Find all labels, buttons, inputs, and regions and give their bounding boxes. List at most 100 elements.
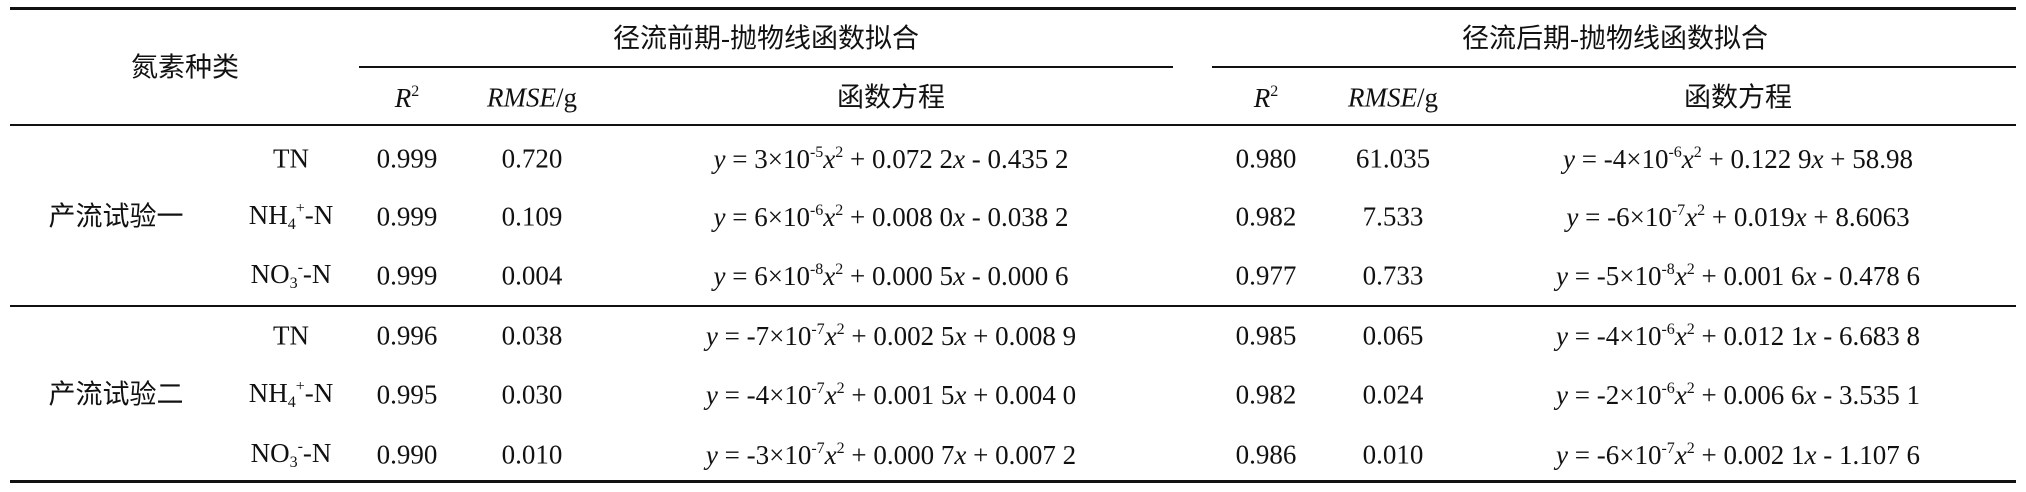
text-segment: + 8.6063 [1806,202,1910,232]
rmse: 0.733 [1362,260,1424,291]
rmse: 0.004 [501,260,563,291]
text-segment: y [1556,261,1568,291]
species: NH4+-N [249,201,334,233]
r2: 0.977 [1235,260,1297,291]
text-segment: 2 [1270,83,1279,100]
text-segment: -7 [811,440,825,457]
equation: y = -6×10-7x2 + 0.019x + 8.6063 [1566,203,1909,231]
text-segment: - [297,259,303,276]
bottom-rule [10,480,2016,483]
text-segment: -7 [1671,202,1686,219]
text-segment: = -4×10 [717,380,812,410]
text-segment: NH [248,200,288,230]
text-segment: x [954,321,967,351]
column-header: 函数方程 [1684,82,1792,113]
r2: 0.986 [1235,439,1297,470]
r2: 0.982 [1235,201,1297,232]
text-segment: + [295,378,305,395]
text-segment: 2 [1697,202,1706,219]
rmse: 0.024 [1362,379,1424,410]
equation: y = -6×10-7x2 + 0.002 1x - 1.107 6 [1556,441,1920,469]
text-segment: /g [555,82,577,113]
text-segment: 2 [835,202,844,219]
text-segment: /g [1416,82,1438,113]
text-segment: = -4×10 [1575,144,1669,174]
text-segment: x [823,202,836,232]
text-segment: -N [302,259,332,289]
row-label-header: 氮素种类 [131,52,239,83]
equation: y = -4×10-6x2 + 0.012 1x - 6.683 8 [1556,322,1920,350]
text-segment: RMSE [1348,82,1417,113]
text-segment: + 0.006 6 [1694,380,1805,410]
r2: 0.990 [376,439,438,470]
species: NH4+-N [249,379,334,411]
equation: y = 3×10-5x2 + 0.072 2x - 0.435 2 [714,145,1069,173]
text-segment: 4 [287,216,296,233]
rmse: 0.010 [1362,439,1424,470]
text-segment: x [953,144,965,174]
text-segment: -7 [811,380,825,397]
column-header: R2 [395,84,420,112]
text-segment: x [1804,380,1817,410]
text-segment: x [1674,321,1687,351]
text-segment: = -2×10 [1568,380,1662,410]
text-segment: x [1685,202,1698,232]
text-segment: + 0.072 2 [843,144,954,174]
text-segment: - 0.038 2 [964,202,1069,232]
group-label: 产流试验一 [48,201,184,232]
top-rule [10,7,2016,10]
text-segment: = 6×10 [725,261,810,291]
text-segment: + 0.000 7 [844,440,955,470]
text-segment: -6 [809,202,824,219]
text-segment: - 0.435 2 [964,144,1069,174]
text-segment: + 0.008 9 [966,321,1077,351]
text-segment: -N [304,200,334,230]
text-segment: x [953,261,965,291]
text-segment: x [1681,144,1694,174]
r2: 0.996 [376,320,438,351]
text-segment: = -7×10 [717,321,812,351]
text-segment: x [824,321,837,351]
text-segment: y [1556,380,1568,410]
r2: 0.985 [1235,320,1297,351]
text-segment: - 0.000 6 [964,261,1069,291]
text-segment: = -6×10 [1578,202,1672,232]
text-segment: 4 [287,394,296,411]
text-segment: y [713,202,726,232]
rmse: 0.065 [1362,320,1424,351]
text-segment: + [295,200,305,217]
text-segment: x [824,440,837,470]
rmse: 0.038 [501,320,563,351]
group-separator [10,305,2016,307]
text-segment: - 6.683 8 [1816,321,1920,351]
r2: 0.999 [376,201,438,232]
rmse: 7.533 [1362,201,1424,232]
text-segment: x [953,202,965,232]
text-segment: 3 [289,275,298,292]
r2: 0.982 [1235,379,1297,410]
text-segment: x [1674,380,1687,410]
rmse: 0.030 [501,379,563,410]
group-label: 产流试验二 [48,379,184,410]
text-segment: 2 [836,380,845,397]
text-segment: -8 [1661,261,1675,278]
text-segment: 2 [836,321,845,338]
text-segment: + 0.002 1 [1694,440,1805,470]
text-segment: + 0.001 5 [844,380,955,410]
text-segment: y [1566,202,1579,232]
equation: y = -3×10-7x2 + 0.000 7x + 0.007 2 [706,441,1076,469]
text-segment: + 0.004 0 [966,380,1077,410]
text-segment: y [1556,440,1568,470]
text-segment: - 1.107 6 [1816,440,1920,470]
text-segment: NO [250,259,290,289]
r2: 0.980 [1235,143,1297,174]
text-segment: 2 [1686,261,1695,278]
text-segment: - 0.478 6 [1816,261,1920,291]
text-segment: R [1253,83,1271,113]
text-segment: x [1794,202,1807,232]
group-header: 径流后期-抛物线函数拟合 [1462,23,1768,54]
r2: 0.999 [376,143,438,174]
text-segment: - [297,438,303,455]
text-segment: + 58.98 [1823,144,1913,174]
